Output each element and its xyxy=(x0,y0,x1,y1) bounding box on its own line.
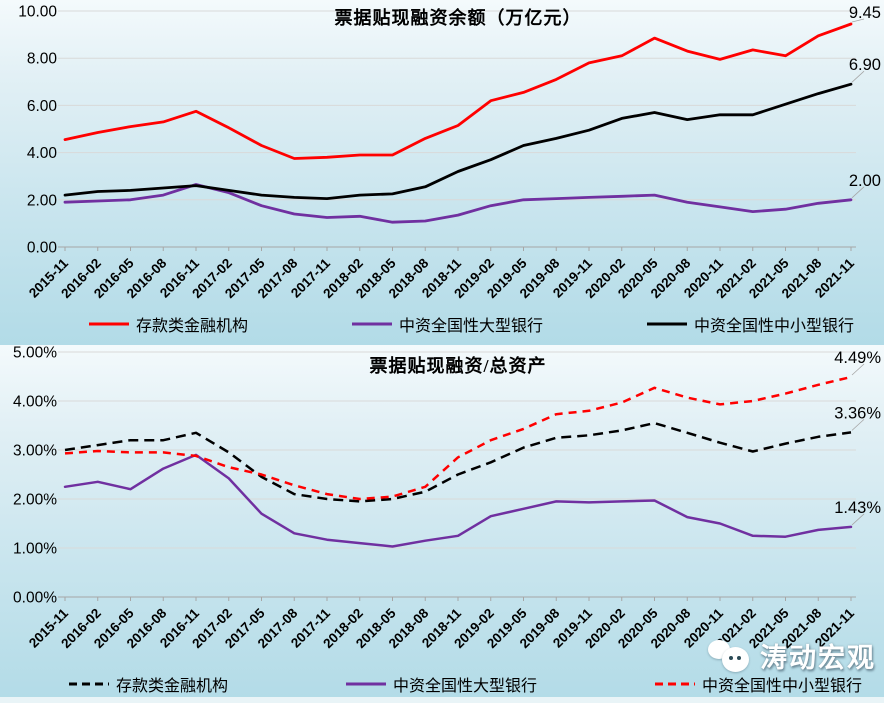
end-label-leader xyxy=(851,513,865,526)
series-end-label-small-medium-banks: 6.90 xyxy=(849,56,881,74)
balance-chart-title: 票据贴现融资余额（万亿元） xyxy=(334,8,582,28)
end-label-leader xyxy=(851,70,865,83)
y-axis-label: 10.00 xyxy=(18,4,57,21)
end-label-leader xyxy=(851,18,865,23)
y-axis-label: 3.00% xyxy=(13,443,57,460)
watermark-text: 涛动宏观 xyxy=(760,643,876,673)
y-axis-label: 1.00% xyxy=(13,541,57,558)
y-axis-label: 4.00% xyxy=(13,394,57,411)
y-axis-label: 0.00% xyxy=(13,590,57,607)
legend-label-deposit-institutions: 存款类金融机构 xyxy=(136,318,249,335)
series-line-small-medium-banks xyxy=(63,82,853,201)
y-axis-label: 2.00 xyxy=(27,192,58,209)
bottom-strip xyxy=(0,697,884,703)
legend-label-large-banks: 中资全国性大型银行 xyxy=(398,318,543,335)
watermark: 涛动宏观 xyxy=(706,636,876,675)
ratio-chart-title: 票据贴现融资/总资产 xyxy=(369,356,547,376)
series-line-deposit-institutions xyxy=(63,22,853,160)
legend-item-deposit-institutions: 存款类金融机构 xyxy=(68,672,228,696)
end-label-leader xyxy=(851,363,865,376)
series-end-label-deposit-institutions: 3.36% xyxy=(834,404,881,422)
legend-item-small-medium-banks: 中资全国性中小型银行 xyxy=(646,312,854,336)
series-line-deposit-institutions xyxy=(64,421,852,503)
series-end-label-large-banks: 1.43% xyxy=(834,499,881,517)
ratio-chart-legend: 存款类金融机构 中资全国性大型银行 中资全国性中小型银行 xyxy=(68,672,862,696)
y-axis-label: 2.00% xyxy=(13,492,57,509)
ratio-chart-canvas: 5.00%4.00%3.00%2.00%1.00%0.00%2015-11201… xyxy=(13,345,881,651)
balance-chart-panel: 10.00 8.00 6.00 4.00 2.00 0.00 2015-11 2016-02 2… xyxy=(0,0,884,345)
legend-label-small-medium-banks: 中资全国性中小型银行 xyxy=(693,318,854,335)
y-axis-label: 0.00 xyxy=(27,240,58,257)
watermark-logo-icon xyxy=(706,638,758,674)
legend-label-large-banks: 中资全国性大型银行 xyxy=(392,678,537,695)
y-axis-label: 6.00 xyxy=(27,98,58,115)
end-label-leader xyxy=(851,419,865,431)
series-end-label-small-medium-banks: 4.49% xyxy=(834,349,881,367)
legend-swatch-large-banks xyxy=(351,322,392,326)
legend-item-large-banks: 中资全国性大型银行 xyxy=(351,312,543,336)
legend-label-small-medium-banks: 中资全国性中小型银行 xyxy=(701,678,862,695)
series-end-label-deposit-institutions: 9.45 xyxy=(849,4,881,22)
balance-chart-legend: 存款类金融机构 中资全国性大型银行 中资全国性中小型银行 xyxy=(88,312,854,336)
balance-chart-canvas: 10.008.006.004.002.000.002015-112016-022… xyxy=(18,4,881,302)
legend-item-small-medium-banks: 中资全国性中小型银行 xyxy=(654,672,862,696)
series-line-large-banks xyxy=(63,453,853,548)
legend-swatch-small-medium-banks xyxy=(654,682,695,686)
legend-item-deposit-institutions: 存款类金融机构 xyxy=(88,312,248,336)
legend-swatch-large-banks xyxy=(345,682,386,686)
y-axis-label: 8.00 xyxy=(27,51,58,68)
legend-label-deposit-institutions: 存款类金融机构 xyxy=(116,678,229,695)
series-line-small-medium-banks xyxy=(64,375,852,501)
legend-item-large-banks: 中资全国性大型银行 xyxy=(345,672,537,696)
series-end-label-large-banks: 2.00 xyxy=(849,172,881,190)
series-line-large-banks xyxy=(63,183,853,224)
y-axis-label: 5.00% xyxy=(13,345,57,362)
ratio-chart-panel: 5.00% 4.00% 3.00% 2.00% 1.00% 0.00% 2015-11 201… xyxy=(0,345,884,703)
legend-swatch-small-medium-banks xyxy=(646,322,687,326)
end-label-leader xyxy=(851,186,865,199)
legend-swatch-deposit-institutions xyxy=(69,682,109,686)
y-axis-label: 4.00 xyxy=(27,145,58,162)
legend-swatch-deposit-institutions xyxy=(89,322,129,326)
